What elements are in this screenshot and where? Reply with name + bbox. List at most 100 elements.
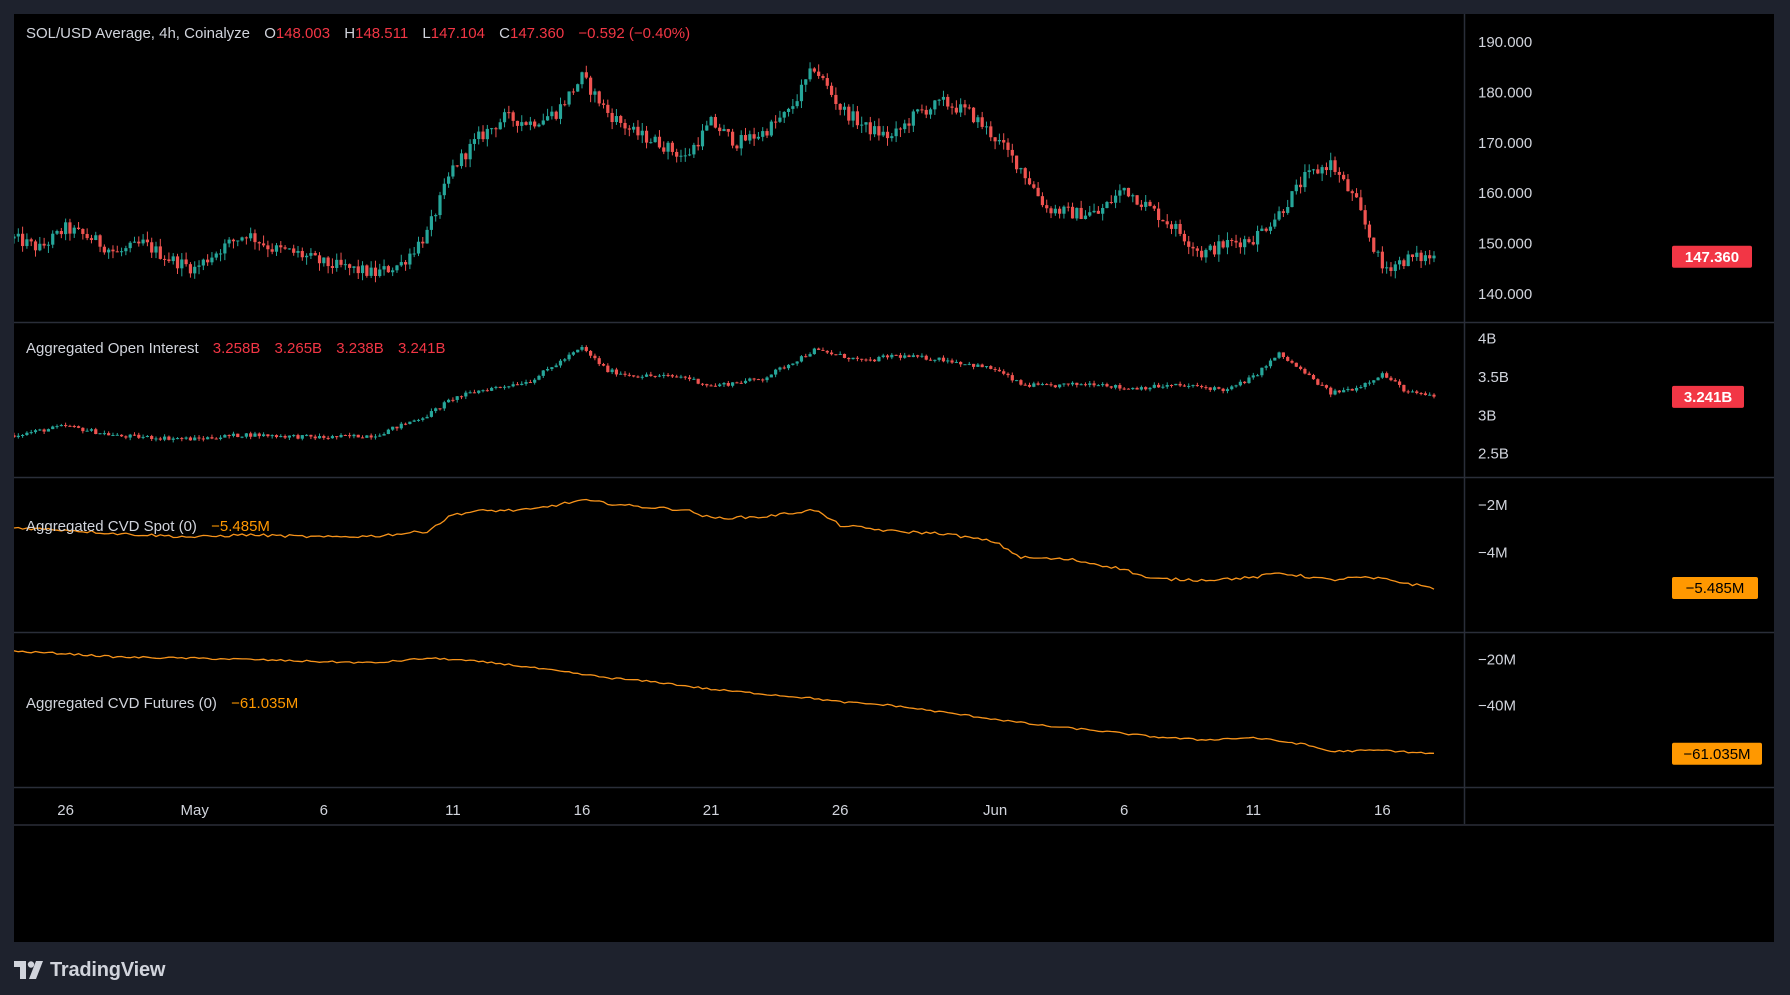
oi-candle: [778, 367, 782, 370]
y-tick-label: 2.5B: [1478, 446, 1509, 463]
price-candle: [567, 91, 571, 105]
oi-candle: [459, 396, 464, 398]
oi-candle: [941, 357, 946, 362]
price-pane[interactable]: [12, 62, 1436, 283]
time-axis[interactable]: 26 May 6 11 16 21 26 Jun 6 11 16: [57, 802, 1390, 819]
price-candle: [511, 112, 515, 121]
oi-candle: [231, 433, 236, 436]
oi-candle: [214, 438, 218, 440]
oi-candle: [180, 438, 184, 440]
open-interest-pane[interactable]: [12, 344, 1436, 443]
price-candle: [640, 130, 644, 136]
oi-candle: [210, 437, 214, 439]
oi-candle: [317, 436, 322, 439]
oi-candle: [847, 357, 851, 360]
price-candle: [1410, 254, 1415, 257]
price-candle: [1036, 187, 1040, 197]
oi-candle: [416, 419, 421, 421]
oi-candle: [1006, 373, 1010, 376]
price-candle: [924, 109, 928, 115]
oi-candle: [752, 378, 756, 380]
price-candle: [438, 195, 442, 216]
price-candle: [1320, 167, 1324, 174]
price-candle: [1083, 215, 1088, 220]
oi-candle: [373, 436, 378, 438]
oi-candle: [619, 373, 623, 375]
oi-candle: [502, 386, 507, 388]
price-candle: [1088, 212, 1092, 216]
price-candle: [752, 134, 756, 139]
oi-candle: [1410, 391, 1415, 393]
oi-candle: [1169, 385, 1174, 387]
oi-candle: [1088, 383, 1092, 385]
price-candle: [554, 111, 558, 119]
price-candle: [309, 253, 313, 256]
oi-candle: [1238, 381, 1242, 386]
price-axis[interactable]: 140.000 150.000 160.000 170.000 180.000 190.0…: [1478, 34, 1532, 714]
price-candle: [1393, 264, 1397, 271]
price-candle: [283, 247, 287, 249]
oi-candle: [464, 392, 468, 397]
oi-candle: [236, 433, 240, 438]
price-candle: [326, 257, 330, 267]
oi-candle: [1273, 357, 1277, 361]
oi-candle: [1243, 381, 1247, 384]
brand-footer[interactable]: TradingView: [14, 955, 165, 985]
price-candle: [550, 111, 554, 117]
oi-candle: [567, 354, 571, 360]
oi-candle: [468, 392, 472, 394]
cvd-spot-pane[interactable]: [13, 498, 1435, 590]
price-legend-o-value: 148.003: [276, 25, 330, 42]
price-candle: [339, 259, 343, 265]
chart-svg[interactable]: 140.000 150.000 160.000 170.000 180.000 190.0…: [12, 14, 1774, 942]
oi-candle: [1367, 382, 1372, 384]
price-candle: [399, 262, 403, 266]
oi-candle: [533, 379, 537, 383]
oi-candle: [253, 433, 257, 437]
price-candle: [765, 131, 769, 136]
price-candle: [464, 153, 468, 160]
price-candle: [1354, 193, 1359, 198]
price-candle: [425, 229, 429, 244]
price-candle: [249, 233, 253, 239]
oi-candle: [662, 374, 666, 376]
price-candle: [627, 128, 631, 130]
x-tick-label: Jun: [983, 802, 1007, 819]
price-candle: [244, 237, 248, 239]
price-candle: [1376, 251, 1380, 253]
price-candle: [137, 241, 141, 244]
oi-candle: [550, 367, 554, 370]
y-tick-label: −20M: [1478, 651, 1516, 668]
oi-candle: [916, 355, 920, 357]
price-candle: [365, 265, 369, 276]
price-candle: [421, 241, 425, 244]
oi-candle: [748, 378, 752, 381]
oi-candle: [976, 364, 980, 367]
oi-candle: [425, 416, 429, 419]
oi-candle: [206, 437, 210, 440]
oi-candle: [614, 369, 619, 375]
price-candle: [558, 104, 563, 119]
price-candle: [111, 249, 115, 252]
price-candle: [860, 124, 864, 126]
cvd-spot-legend-title: Aggregated CVD Spot (0): [26, 518, 197, 535]
oi-last-value-label: 3.241B: [1672, 385, 1744, 408]
oi-candle: [589, 350, 593, 356]
oi-candle: [141, 436, 145, 438]
price-candle: [812, 68, 816, 72]
price-candle: [382, 266, 386, 270]
oi-candle: [1157, 384, 1161, 388]
oi-candle: [709, 385, 713, 387]
oi-candle: [1096, 385, 1100, 387]
oi-candle: [700, 383, 705, 385]
price-candle: [1432, 255, 1436, 259]
price-candle: [132, 241, 137, 243]
brand-name: TradingView: [50, 958, 166, 981]
price-candle: [386, 266, 390, 273]
oi-candle: [438, 408, 442, 410]
oi-candle: [980, 364, 984, 368]
oi-candle: [81, 427, 85, 432]
oi-candle: [1333, 390, 1337, 395]
cvd-futures-pane[interactable]: [13, 650, 1435, 755]
price-candle: [1148, 201, 1152, 206]
